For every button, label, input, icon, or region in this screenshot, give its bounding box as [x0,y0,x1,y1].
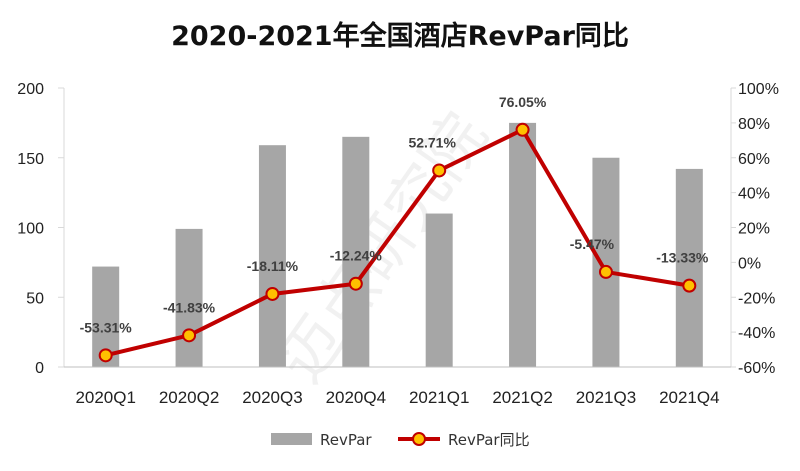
legend-bar-label: RevPar [320,431,372,449]
data-label-2021Q1: 52.71% [408,134,456,150]
line-marker-2020Q2 [182,328,197,343]
y-right-tick: 40% [738,186,770,203]
y-right-tick: 20% [738,221,770,238]
bar-2021Q4 [675,168,703,367]
y-left-tick: 100 [17,221,44,238]
y-right-tick: 100% [738,81,779,98]
line-marker-2020Q3 [265,286,280,301]
data-label-2021Q2: 76.05% [499,94,547,110]
legend-line-label: RevPar同比 [448,431,530,449]
line-marker-2021Q4 [682,278,697,293]
y-left-tick: 150 [17,151,44,168]
x-tick-2020Q3: 2020Q3 [242,388,303,407]
legend: RevPar RevPar同比 [271,431,530,449]
x-tick-2021Q3: 2021Q3 [576,388,637,407]
line-marker-2021Q2 [515,122,530,137]
y-left-tick: 50 [26,290,44,307]
data-labels: -53.31% -41.83% -18.11% -12.24% 52.71% 76.05%… [80,94,709,336]
y-right-tick: -20% [738,290,775,307]
x-tick-2020Q1: 2020Q1 [75,388,136,407]
y-axis-left: 0 50 100 150 200 [17,81,64,377]
legend-line-marker [412,432,426,446]
line-marker-2021Q3 [598,264,613,279]
y-right-tick: -60% [738,360,775,377]
x-tick-2021Q2: 2021Q2 [492,388,553,407]
x-tick-2020Q4: 2020Q4 [326,388,387,407]
bar-2021Q1 [425,213,453,367]
line-series [98,122,697,363]
legend-bar-swatch [271,433,312,445]
data-label-2020Q2: -41.83% [163,299,216,315]
bar-series [92,122,703,367]
line-marker-2020Q1 [98,348,113,363]
y-right-tick: 0% [738,255,761,272]
x-axis: 2020Q1 2020Q2 2020Q3 2020Q4 2021Q1 2021Q2 2021… [75,388,719,407]
y-left-tick: 0 [35,360,44,377]
y-axis-right: -60% -40% -20% 0% 20% 40% 60% 80% 100% [731,81,779,377]
bar-2020Q4 [342,136,370,367]
y-right-tick: -40% [738,325,775,342]
y-right-tick: 60% [738,151,770,168]
x-tick-2021Q1: 2021Q1 [409,388,470,407]
data-label-2020Q1: -53.31% [80,319,133,335]
y-left-tick: 200 [17,81,44,98]
data-label-2020Q3: -18.11% [247,258,299,274]
bar-2021Q2 [509,122,537,367]
x-tick-2021Q4: 2021Q4 [659,388,720,407]
bar-2021Q3 [592,157,620,367]
x-tick-2020Q2: 2020Q2 [159,388,220,407]
data-label-2021Q4: -13.33% [656,250,709,266]
data-label-2021Q3: -5.47% [570,236,615,252]
line-path [105,127,690,358]
data-label-2020Q4: -12.24% [330,248,383,264]
y-right-tick: 80% [738,116,770,133]
bar-2020Q2 [175,228,203,367]
line-marker-2021Q1 [432,163,447,178]
chart-title: 2020-2021年全国酒店RevPar同比 [171,20,629,52]
line-marker-2020Q4 [348,276,363,291]
bar-2020Q3 [258,145,286,367]
